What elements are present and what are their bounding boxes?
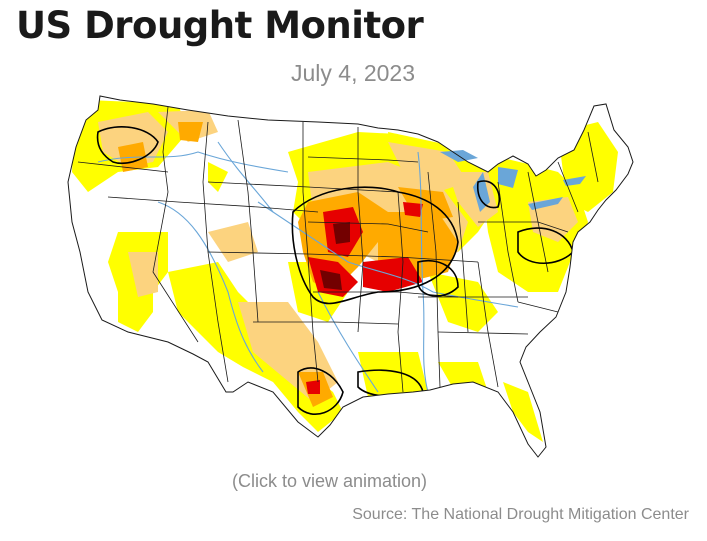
us-map-svg <box>67 95 634 458</box>
us-outline <box>67 95 634 458</box>
drought-map[interactable] <box>58 92 638 472</box>
page-title: US Drought Monitor <box>16 4 424 47</box>
map-date: July 4, 2023 <box>290 60 416 86</box>
source-credit: Source: The National Drought Mitigation … <box>352 506 689 523</box>
state-borders <box>77 106 599 393</box>
lakes <box>440 150 586 212</box>
view-animation-link[interactable]: (Click to view animation) <box>232 471 428 491</box>
